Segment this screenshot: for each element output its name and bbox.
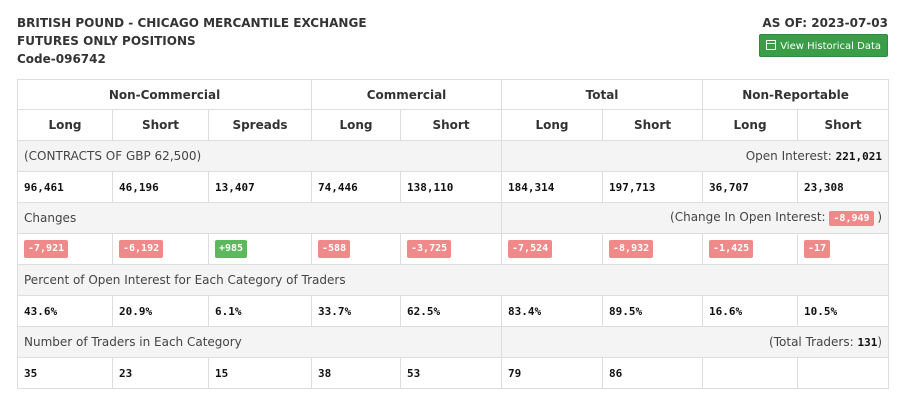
traders-cell: 38 xyxy=(311,357,402,389)
view-historical-data-label: View Historical Data xyxy=(780,41,881,52)
traders-cell: 53 xyxy=(400,357,503,389)
percent-cell: 89.5% xyxy=(602,295,704,327)
total-traders-suffix: ) xyxy=(877,335,883,349)
changes-label: Changes xyxy=(16,202,503,234)
percent-cell: 10.5% xyxy=(797,295,890,327)
changes-row: -7,921 -6,192 +985 -588 -3,725 -7,524 -8… xyxy=(17,233,890,265)
group-commercial: Commercial xyxy=(311,79,503,110)
change-oi-badge: -8,949 xyxy=(829,211,874,226)
position-cell: 74,446 xyxy=(311,171,402,203)
group-non-commercial: Non-Commercial xyxy=(16,79,313,110)
change-oi-prefix: (Change In Open Interest: xyxy=(670,210,830,224)
changes-section-row: Changes (Change In Open Interest: -8,949… xyxy=(16,202,890,234)
group-non-reportable: Non-Reportable xyxy=(702,79,890,110)
title-line-2: FUTURES ONLY POSITIONS xyxy=(17,34,196,48)
percent-section-row: Percent of Open Interest for Each Catego… xyxy=(16,264,890,296)
position-cell: 13,407 xyxy=(207,171,313,203)
change-badge: -7,524 xyxy=(508,240,553,258)
col-header: Long xyxy=(702,109,799,141)
traders-cell: 79 xyxy=(501,357,604,389)
traders-cell xyxy=(797,357,890,389)
group-total: Total xyxy=(501,79,704,110)
traders-cell: 15 xyxy=(207,357,313,389)
total-traders-prefix: (Total Traders: xyxy=(769,335,858,349)
open-interest-label: Open Interest: xyxy=(745,149,836,163)
contracts-label: (CONTRACTS OF GBP 62,500) xyxy=(16,140,503,172)
percent-row: 43.6% 20.9% 6.1% 33.7% 62.5% 83.4% 89.5%… xyxy=(17,295,890,327)
contracts-section-row: (CONTRACTS OF GBP 62,500) Open Interest:… xyxy=(16,140,890,172)
position-cell: 46,196 xyxy=(112,171,209,203)
percent-cell: 20.9% xyxy=(112,295,209,327)
percent-cell: 83.4% xyxy=(501,295,604,327)
change-badge: -17 xyxy=(804,240,831,258)
position-cell: 138,110 xyxy=(400,171,503,203)
cot-table: Non-Commercial Commercial Total Non-Repo… xyxy=(16,79,890,389)
total-traders: (Total Traders: 131) xyxy=(501,326,890,358)
position-cell: 23,308 xyxy=(797,171,890,203)
percent-cell: 6.1% xyxy=(207,295,313,327)
change-badge: -8,932 xyxy=(609,240,654,258)
calendar-icon xyxy=(766,40,777,50)
contract-code: Code-096742 xyxy=(17,52,106,66)
change-open-interest: (Change In Open Interest: -8,949 ) xyxy=(501,202,890,234)
col-header: Long xyxy=(311,109,402,141)
traders-section-row: Number of Traders in Each Category (Tota… xyxy=(16,326,890,358)
percent-cell: 33.7% xyxy=(311,295,402,327)
percent-cell: 16.6% xyxy=(702,295,799,327)
open-interest: Open Interest: 221,021 xyxy=(501,140,890,172)
position-cell: 184,314 xyxy=(501,171,604,203)
change-badge: -7,921 xyxy=(24,240,69,258)
percent-label: Percent of Open Interest for Each Catego… xyxy=(16,264,890,296)
report-title: BRITISH POUND - CHICAGO MERCANTILE EXCHA… xyxy=(17,14,367,68)
traders-cell: 35 xyxy=(17,357,113,389)
view-historical-data-button[interactable]: View Historical Data xyxy=(759,34,888,57)
col-header: Short xyxy=(112,109,209,141)
col-header: Long xyxy=(501,109,604,141)
change-badge: -3,725 xyxy=(407,240,452,258)
percent-cell: 43.6% xyxy=(17,295,113,327)
group-header-row: Non-Commercial Commercial Total Non-Repo… xyxy=(16,79,890,110)
col-header: Short xyxy=(400,109,503,141)
position-cell: 197,713 xyxy=(602,171,704,203)
change-badge: -6,192 xyxy=(119,240,164,258)
position-cell: 36,707 xyxy=(702,171,799,203)
open-interest-value: 221,021 xyxy=(835,150,883,163)
change-oi-suffix: ) xyxy=(873,210,883,224)
position-cell: 96,461 xyxy=(17,171,113,203)
change-badge: +985 xyxy=(215,240,248,258)
traders-cell xyxy=(702,357,799,389)
title-line-1: BRITISH POUND - CHICAGO MERCANTILE EXCHA… xyxy=(17,16,367,30)
col-header: Short xyxy=(602,109,704,141)
as-of-date: AS OF: 2023-07-03 xyxy=(762,16,888,30)
traders-cell: 86 xyxy=(602,357,704,389)
change-badge: -1,425 xyxy=(709,240,754,258)
percent-cell: 62.5% xyxy=(400,295,503,327)
positions-row: 96,461 46,196 13,407 74,446 138,110 184,… xyxy=(17,171,890,203)
traders-row: 35 23 15 38 53 79 86 xyxy=(17,357,890,389)
traders-label: Number of Traders in Each Category xyxy=(16,326,503,358)
col-header: Long xyxy=(17,109,113,141)
col-header: Short xyxy=(797,109,890,141)
col-header: Spreads xyxy=(207,109,313,141)
column-header-row: Long Short Spreads Long Short Long Short… xyxy=(17,109,890,141)
total-traders-value: 131 xyxy=(857,336,878,349)
traders-cell: 23 xyxy=(112,357,209,389)
change-badge: -588 xyxy=(318,240,351,258)
